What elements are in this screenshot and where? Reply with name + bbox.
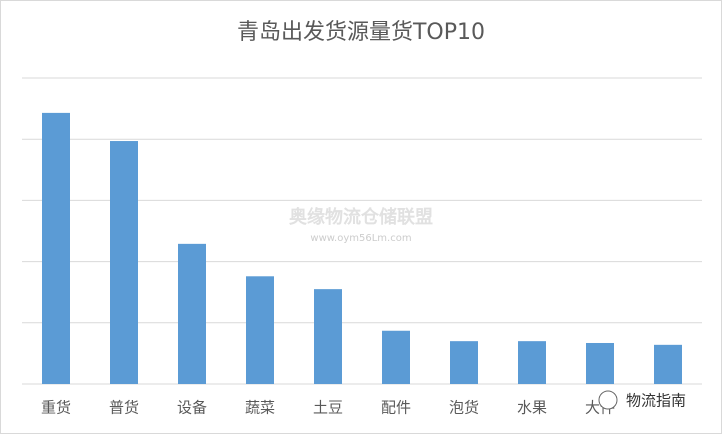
bar	[314, 289, 342, 384]
x-tick-label: 普货	[109, 399, 139, 417]
x-tick-label: 水果	[517, 399, 547, 417]
x-tick-label: 设备	[177, 399, 207, 417]
bar	[42, 112, 70, 384]
plot-area: 重货 普货 设备 蔬菜 土豆 配件 泡货 水果 大件	[22, 77, 702, 417]
chart-title: 青岛出发货源量货TOP10	[237, 20, 485, 45]
x-tick-label: 重货	[41, 399, 71, 417]
x-tick-label: 泡货	[449, 399, 479, 417]
bar	[246, 276, 274, 384]
bar	[450, 341, 478, 384]
watermark-badge: 物流指南	[626, 392, 686, 410]
bar	[586, 342, 614, 384]
bar	[178, 243, 206, 384]
bar	[518, 341, 546, 384]
bar	[382, 330, 410, 384]
bar	[654, 344, 682, 384]
watermark-url: www.oym56Lm.com	[310, 233, 411, 244]
watermark-brand: 奥缘物流仓储联盟	[289, 206, 433, 228]
x-tick-label: 蔬菜	[245, 399, 275, 417]
bar	[110, 141, 138, 384]
badge-icon	[598, 390, 618, 410]
x-tick-label: 配件	[381, 399, 411, 417]
x-tick-label: 土豆	[313, 399, 343, 417]
